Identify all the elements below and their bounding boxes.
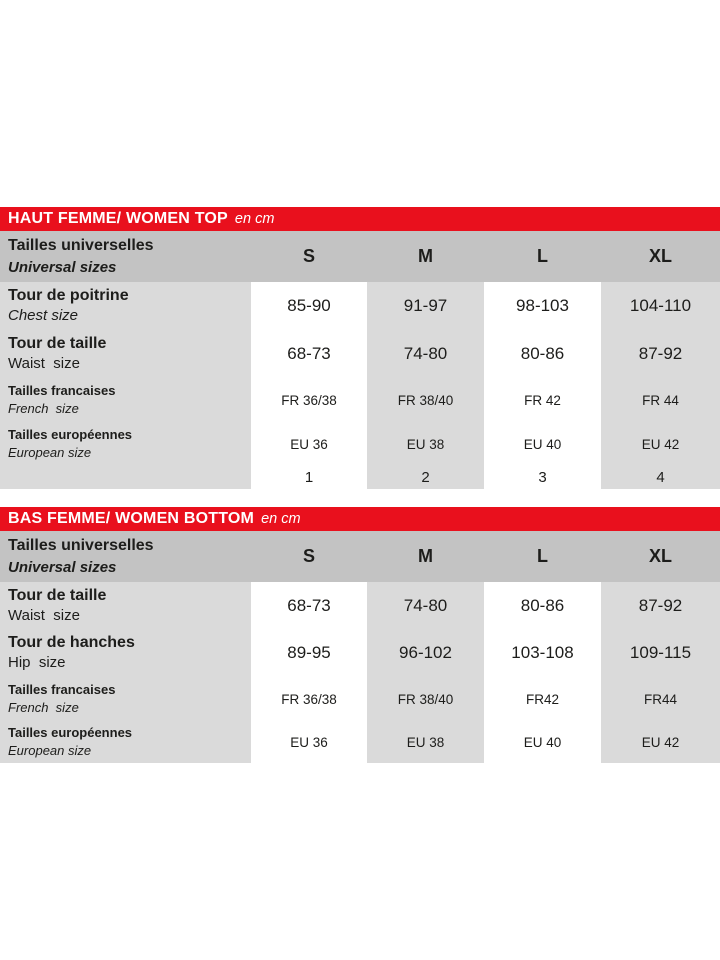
size-cell: EU 40 bbox=[484, 423, 601, 465]
size-cell: 98-103 bbox=[484, 282, 601, 330]
size-cell: FR 38/40 bbox=[367, 676, 484, 722]
row-label-fr: Tour de hanches bbox=[8, 633, 135, 651]
size-cell: FR 36/38 bbox=[251, 676, 367, 722]
table-header-row: Tailles universelles Universal sizes S M… bbox=[0, 531, 720, 582]
row-label-en: European size bbox=[8, 444, 92, 460]
size-cell: EU 42 bbox=[601, 423, 720, 465]
size-cell: 80-86 bbox=[484, 582, 601, 629]
row-label-fr: Tour de taille bbox=[8, 334, 107, 352]
row-label-fr: Tour de taille bbox=[8, 586, 107, 604]
row-label-en: European size bbox=[8, 743, 92, 758]
size-cell: 3 bbox=[484, 465, 601, 489]
size-cell: 68-73 bbox=[251, 330, 367, 377]
size-cell: 2 bbox=[367, 465, 484, 489]
row-label-en: Hip size bbox=[8, 653, 66, 671]
table-body: Tour de poitrine Chest size 85-90 91-97 … bbox=[0, 282, 720, 489]
row-label-fr: Tailles francaises bbox=[8, 382, 116, 398]
table-title-bar: BAS FEMME/ WOMEN BOTTOM en cm bbox=[0, 507, 720, 531]
size-cell: 109-115 bbox=[601, 629, 720, 676]
row-label-en: Waist size bbox=[8, 606, 80, 624]
size-cell: FR 36/38 bbox=[251, 377, 367, 423]
size-cell: 68-73 bbox=[251, 582, 367, 629]
universal-sizes-label-fr: Tailles universelles bbox=[8, 537, 154, 555]
size-cell: 1 bbox=[251, 465, 367, 489]
row-label-fr: Tailles européennes bbox=[8, 725, 133, 741]
column-header-xl: XL bbox=[648, 546, 672, 566]
size-cell: 4 bbox=[601, 465, 720, 489]
universal-sizes-header: Tailles universelles Universal sizes bbox=[0, 231, 251, 282]
column-header-s: S bbox=[302, 246, 315, 266]
size-cell: EU 42 bbox=[601, 722, 720, 763]
row-label-index bbox=[0, 465, 251, 489]
size-cell: FR 38/40 bbox=[367, 377, 484, 423]
size-cell: 85-90 bbox=[251, 282, 367, 330]
table-unit-label: en cm bbox=[234, 211, 275, 227]
size-cell: EU 38 bbox=[367, 423, 484, 465]
row-label-european-size: Tailles européennes European size bbox=[0, 423, 251, 465]
row-label-en: French size bbox=[8, 699, 79, 715]
size-cell: 87-92 bbox=[601, 582, 720, 629]
table-header-row: Tailles universelles Universal sizes S M… bbox=[0, 231, 720, 282]
column-header-m: M bbox=[418, 246, 433, 266]
row-label-waist: Tour de taille Waist size bbox=[0, 582, 251, 629]
row-label-en: Chest size bbox=[8, 307, 79, 325]
table-title: HAUT FEMME/ WOMEN TOP bbox=[8, 210, 228, 227]
universal-sizes-header: Tailles universelles Universal sizes bbox=[0, 531, 251, 582]
table-title-bar: HAUT FEMME/ WOMEN TOP en cm bbox=[0, 207, 720, 231]
row-label-fr: Tailles européennes bbox=[8, 426, 133, 442]
universal-sizes-label-en: Universal sizes bbox=[8, 258, 117, 276]
table-body: Tour de taille Waist size 68-73 74-80 80… bbox=[0, 582, 720, 763]
size-cell: EU 38 bbox=[367, 722, 484, 763]
size-cell: FR42 bbox=[484, 676, 601, 722]
row-label-european-size: Tailles européennes European size bbox=[0, 722, 251, 763]
size-cell: EU 36 bbox=[251, 722, 367, 763]
women-bottom-size-table: BAS FEMME/ WOMEN BOTTOM en cm Tailles un… bbox=[0, 507, 720, 763]
row-label-french-size: Tailles francaises French size bbox=[0, 676, 251, 722]
column-header-l: L bbox=[537, 546, 548, 566]
universal-sizes-label-en: Universal sizes bbox=[8, 558, 117, 576]
row-label-fr: Tour de poitrine bbox=[8, 287, 129, 305]
size-cell: FR 44 bbox=[601, 377, 720, 423]
size-cell: 103-108 bbox=[484, 629, 601, 676]
size-cell: FR44 bbox=[601, 676, 720, 722]
row-label-chest: Tour de poitrine Chest size bbox=[0, 282, 251, 330]
size-cell: 74-80 bbox=[367, 330, 484, 377]
row-label-waist: Tour de taille Waist size bbox=[0, 330, 251, 377]
women-top-size-table: HAUT FEMME/ WOMEN TOP en cm Tailles univ… bbox=[0, 207, 720, 489]
table-unit-label: en cm bbox=[261, 511, 301, 527]
size-cell: 91-97 bbox=[367, 282, 484, 330]
column-header-m: M bbox=[418, 546, 433, 566]
table-title: BAS FEMME/ WOMEN BOTTOM bbox=[8, 510, 255, 527]
row-label-french-size: Tailles francaises French size bbox=[0, 377, 251, 423]
row-label-en: French size bbox=[8, 400, 79, 416]
column-header-xl: XL bbox=[648, 246, 672, 266]
size-cell: 87-92 bbox=[601, 330, 720, 377]
column-header-s: S bbox=[302, 546, 315, 566]
size-cell: EU 36 bbox=[251, 423, 367, 465]
row-label-en: Waist size bbox=[8, 354, 80, 372]
row-label-fr: Tailles francaises bbox=[8, 681, 116, 697]
size-cell: 96-102 bbox=[367, 629, 484, 676]
column-header-l: L bbox=[537, 246, 548, 266]
row-label-hip: Tour de hanches Hip size bbox=[0, 629, 251, 676]
size-cell: FR 42 bbox=[484, 377, 601, 423]
size-cell: 89-95 bbox=[251, 629, 367, 676]
size-cell: 80-86 bbox=[484, 330, 601, 377]
size-cell: EU 40 bbox=[484, 722, 601, 763]
size-cell: 104-110 bbox=[601, 282, 720, 330]
size-cell: 74-80 bbox=[367, 582, 484, 629]
universal-sizes-label-fr: Tailles universelles bbox=[8, 237, 154, 255]
